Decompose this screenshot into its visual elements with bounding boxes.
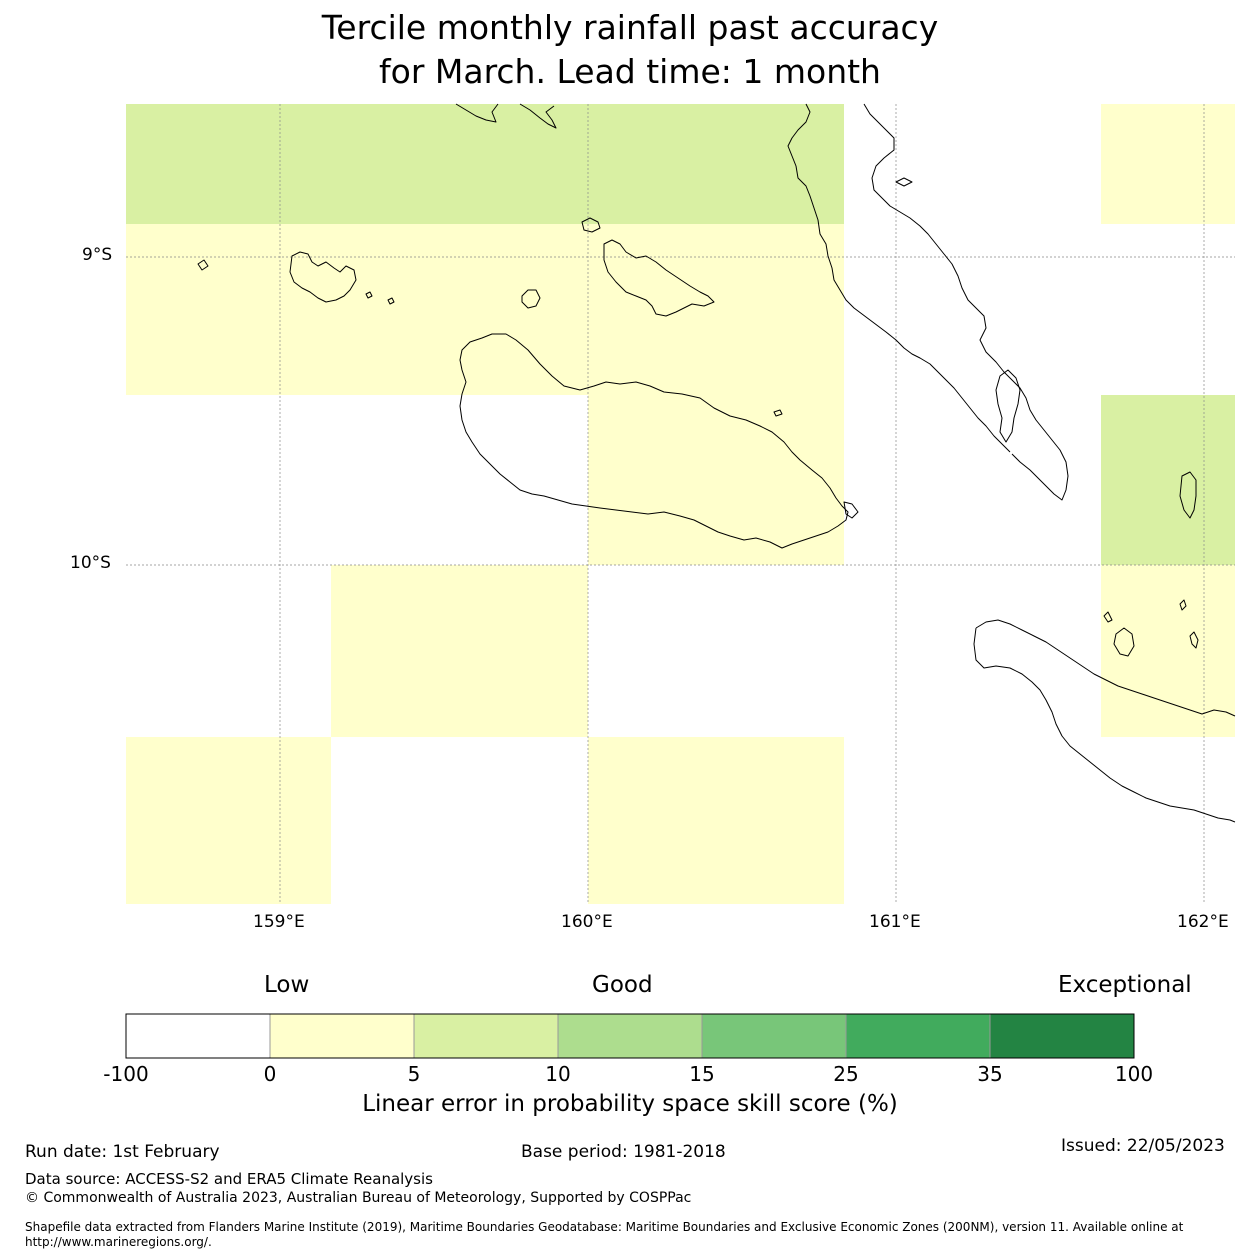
- colorbar-tick: 100: [1114, 1062, 1154, 1086]
- coastlines: [197, 103, 1236, 823]
- legend-exceptional: Exceptional: [1058, 972, 1192, 998]
- base-period: Base period: 1981-2018: [521, 1142, 726, 1162]
- colorbar-segment: [846, 1014, 990, 1058]
- legend-good: Good: [592, 972, 653, 998]
- shapefile-credit-line-1: Shapefile data extracted from Flanders M…: [25, 1220, 1184, 1234]
- skill-cells: [126, 104, 1235, 904]
- guadalcanal-island: [459, 333, 849, 549]
- run-date: Run date: 1st February: [25, 1142, 220, 1162]
- lat-label-10s: 10°S: [70, 553, 111, 573]
- title-line-2: for March. Lead time: 1 month: [379, 52, 881, 91]
- shapefile-credit-line-2: http://www.marineregions.org/.: [25, 1235, 212, 1249]
- lon-label-161e: 161°E: [869, 912, 921, 932]
- skill-cell: [588, 737, 844, 904]
- skill-cell: [126, 224, 844, 395]
- skill-cell: [126, 737, 331, 904]
- skill-cell: [588, 395, 844, 565]
- lon-label-159e: 159°E: [253, 912, 305, 932]
- shapefile-credit: Shapefile data extracted from Flanders M…: [25, 1220, 1245, 1250]
- data-source: Data source: ACCESS-S2 and ERA5 Climate …: [25, 1170, 433, 1188]
- colorbar-tick: 25: [833, 1062, 859, 1086]
- skill-cell: [126, 104, 844, 224]
- rennell-island-coast: [975, 619, 1236, 717]
- islet-b: [1179, 599, 1187, 611]
- islet-d: [773, 409, 783, 417]
- islet-c: [1189, 631, 1199, 649]
- russell-islet-far: [387, 297, 395, 305]
- map-title: Tercile monthly rainfall past accuracy f…: [0, 6, 1260, 94]
- colorbar-segment: [990, 1014, 1134, 1058]
- skill-cell: [1101, 565, 1235, 737]
- colorbar: [125, 1013, 1135, 1059]
- islet-a: [1103, 611, 1113, 623]
- colorbar-frame: [125, 1013, 1135, 1059]
- legend-low: Low: [264, 972, 310, 998]
- colorbar-title: Linear error in probability space skill …: [362, 1091, 898, 1117]
- three-sisters-islet: [1113, 627, 1135, 657]
- title-line-1: Tercile monthly rainfall past accuracy: [321, 8, 939, 47]
- russell-islet-east: [365, 291, 373, 299]
- lat-label-9s: 9°S: [82, 245, 113, 265]
- colorbar-tick: 10: [545, 1062, 571, 1086]
- skill-cell: [1101, 395, 1235, 565]
- skill-cell: [331, 565, 588, 737]
- colorbar-tick: 5: [407, 1062, 421, 1086]
- colorbar-tick: -100: [103, 1062, 149, 1086]
- malaita-coast-east: [863, 103, 1069, 501]
- colorbar-tick: 15: [689, 1062, 715, 1086]
- santa-isabel-islet: [519, 103, 557, 129]
- colorbar-tick: 35: [977, 1062, 1003, 1086]
- russell-islands: [289, 251, 357, 303]
- savo-island: [521, 289, 541, 309]
- small-malaita: [995, 369, 1021, 443]
- malaita-islet: [895, 177, 913, 187]
- malaita-coast-west: [787, 103, 1011, 453]
- florida-islet: [581, 217, 601, 233]
- colorbar-segment: [558, 1014, 702, 1058]
- russell-islet-west: [197, 259, 209, 271]
- colorbar-segment: [126, 1014, 270, 1058]
- copyright: © Commonwealth of Australia 2023, Austra…: [25, 1190, 692, 1206]
- makira-coast: [973, 627, 1236, 823]
- florida-islands: [603, 239, 715, 317]
- lon-label-160e: 160°E: [561, 912, 613, 932]
- skill-cell: [1101, 104, 1235, 224]
- colorbar-segment: [702, 1014, 846, 1058]
- gridlines: [126, 104, 1235, 904]
- issued-date: Issued: 22/05/2023: [1061, 1136, 1225, 1156]
- ulawa-island: [1179, 471, 1197, 519]
- lon-label-162e: 162°E: [1177, 912, 1229, 932]
- guadalcanal-east-tip: [843, 501, 859, 519]
- colorbar-segment: [414, 1014, 558, 1058]
- santa-isabel-west: [455, 103, 499, 123]
- colorbar-tick: 0: [263, 1062, 277, 1086]
- colorbar-segment: [270, 1014, 414, 1058]
